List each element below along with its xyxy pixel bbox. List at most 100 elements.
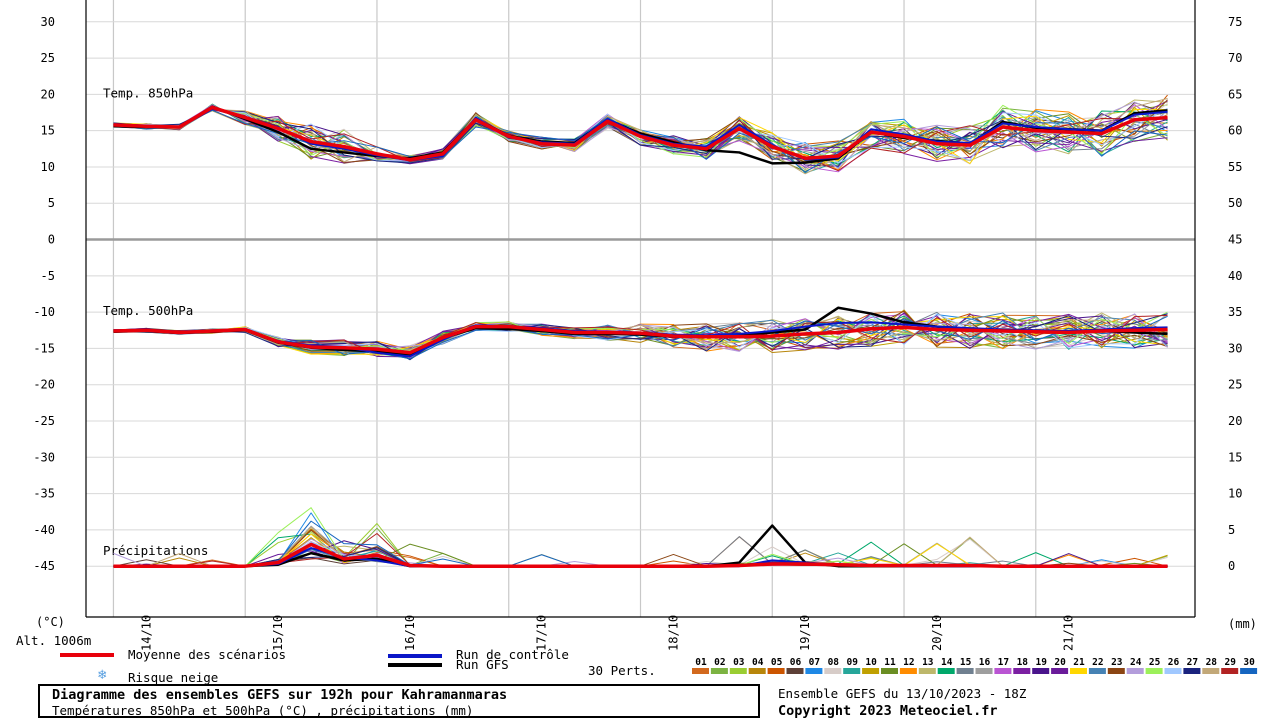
x-tick-date: 20/10: [930, 615, 944, 651]
pert-swatch: [1240, 668, 1258, 674]
pert-number: 29: [1224, 657, 1236, 668]
y-tick-right: 25: [1228, 378, 1242, 392]
pert-number: 10: [865, 657, 877, 668]
perturbation-line-850: [113, 108, 1168, 164]
pert-swatch: [843, 668, 861, 674]
pert-swatch: [1013, 668, 1031, 674]
legend-perts-label: 30 Perts.: [588, 663, 656, 678]
pert-number: 21: [1073, 657, 1085, 668]
legend-mean-line: [60, 653, 114, 657]
pert-number: 17: [998, 657, 1009, 668]
y-tick-right: 5: [1228, 523, 1235, 537]
y-tick-right: 45: [1228, 233, 1242, 247]
pert-number: 06: [790, 657, 802, 668]
legend-snow-label: Risque neige: [128, 670, 219, 685]
chart-subtitle: Températures 850hPa et 500hPa (°C) , pré…: [52, 703, 474, 718]
pert-number: 27: [1187, 657, 1198, 668]
y-tick-left: -30: [33, 450, 55, 464]
y-tick-left: -40: [33, 523, 55, 537]
legend-control-line: [388, 654, 442, 658]
y-tick-left: -15: [33, 341, 55, 355]
pert-swatch: [1202, 668, 1220, 674]
y-tick-left: 10: [41, 160, 55, 174]
pert-swatch: [692, 668, 709, 674]
y-tick-right: 55: [1228, 160, 1242, 174]
pert-number: 11: [884, 657, 896, 668]
y-tick-right: 70: [1228, 51, 1242, 65]
pert-swatch: [918, 668, 936, 674]
pert-swatch: [975, 668, 993, 674]
x-tick-date: 21/10: [1062, 615, 1076, 651]
series-line-precip: [113, 542, 1168, 568]
pert-number: 15: [960, 657, 972, 668]
panel-label-500: Temp. 500hPa: [103, 303, 193, 318]
chart-title: Diagramme des ensembles GEFS sur 192h po…: [52, 687, 508, 703]
y-axis-label-left: (°C): [36, 615, 65, 629]
pert-swatch: [767, 668, 785, 674]
title-box: Diagramme des ensembles GEFS sur 192h po…: [38, 684, 760, 718]
x-tick-date: 15/10: [271, 615, 285, 651]
pert-swatch: [881, 668, 898, 674]
pert-swatch: [1126, 668, 1144, 674]
pert-number: 14: [941, 657, 953, 668]
panel-label-850: Temp. 850hPa: [103, 85, 193, 100]
y-tick-left: 30: [41, 15, 55, 29]
y-tick-right: 20: [1228, 414, 1242, 428]
pert-swatch: [710, 668, 728, 674]
y-tick-right: 35: [1228, 305, 1242, 319]
pert-swatch: [824, 668, 842, 674]
y-tick-left: 25: [41, 51, 55, 65]
pert-number: 05: [771, 657, 783, 668]
pert-number: 04: [752, 657, 764, 668]
y-tick-left: 5: [48, 196, 55, 210]
altitude-label: Alt. 1006m: [16, 633, 92, 648]
pert-number: 30: [1243, 657, 1255, 668]
y-tick-right: 15: [1228, 450, 1242, 464]
y-tick-right: 75: [1228, 15, 1242, 29]
pert-number: 18: [1017, 657, 1029, 668]
y-tick-left: -35: [33, 487, 55, 501]
run-info: Ensemble GEFS du 13/10/2023 - 18Z: [778, 686, 1027, 701]
legend-gfs-label: Run GFS: [456, 657, 509, 672]
pert-swatch: [1107, 668, 1125, 674]
pert-number: 28: [1206, 657, 1218, 668]
legend-control-label: Run de contrôle: [456, 647, 569, 662]
y-tick-right: 0: [1228, 559, 1235, 573]
y-tick-left: 15: [41, 124, 55, 138]
series-line-500: [113, 324, 1168, 355]
pert-number: 23: [1111, 657, 1123, 668]
pert-number: 13: [922, 657, 934, 668]
pert-swatch: [1070, 668, 1087, 674]
y-tick-left: 20: [41, 87, 55, 101]
pert-swatch: [1164, 668, 1182, 674]
pert-number: 22: [1092, 657, 1103, 668]
x-tick-date: 17/10: [535, 615, 549, 651]
pert-number: 03: [733, 657, 745, 668]
pert-swatch: [862, 668, 880, 674]
snowflake-icon: ❄: [98, 667, 107, 683]
y-tick-left: -5: [41, 269, 55, 283]
perturbation-line-850: [113, 98, 1168, 175]
pert-number: 24: [1130, 657, 1142, 668]
x-tick-date: 16/10: [403, 615, 417, 651]
pert-number: 09: [846, 657, 858, 668]
y-tick-right: 65: [1228, 87, 1242, 101]
pert-swatch: [994, 668, 1012, 674]
pert-swatch: [729, 668, 747, 674]
y-tick-right: 10: [1228, 487, 1242, 501]
pert-number: 16: [979, 657, 991, 668]
pert-swatch: [899, 668, 917, 674]
y-tick-left: -10: [33, 305, 55, 319]
pert-swatch: [786, 668, 804, 674]
series-line-850: [113, 105, 1168, 162]
pert-swatch: [1051, 668, 1069, 674]
pert-number: 02: [714, 657, 725, 668]
pert-number: 19: [1035, 657, 1047, 668]
y-tick-right: 40: [1228, 269, 1242, 283]
y-tick-right: 60: [1228, 124, 1242, 138]
copyright: Copyright 2023 Meteociel.fr: [778, 703, 998, 719]
x-tick-date: 14/10: [139, 615, 153, 651]
y-tick-left: 0: [48, 233, 55, 247]
pert-number: 07: [809, 657, 820, 668]
